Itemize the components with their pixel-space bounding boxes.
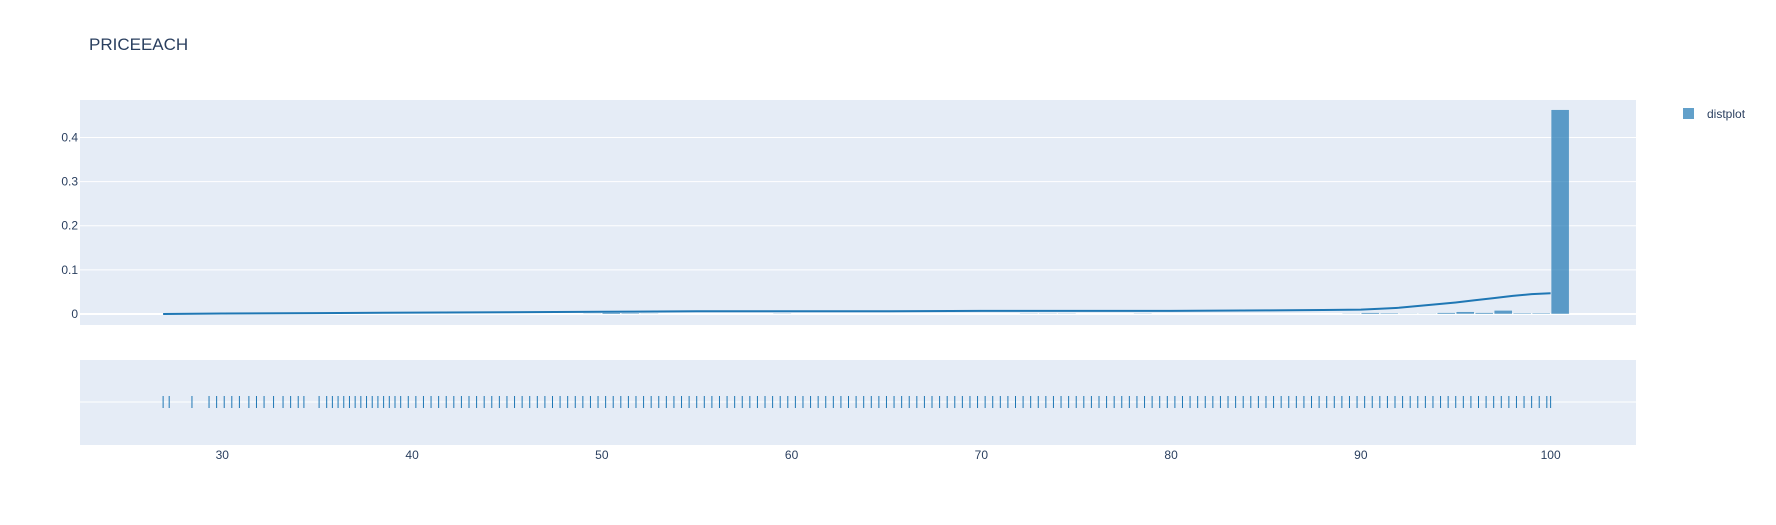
x-tick-label: 40 xyxy=(405,448,419,462)
histogram-bar xyxy=(1456,311,1475,315)
x-tick-label: 60 xyxy=(785,448,799,462)
x-axis-ticks: 30 40 50 60 70 80 90 100 xyxy=(216,448,1561,462)
histogram-bar xyxy=(1531,312,1551,315)
histogram-bar xyxy=(1513,312,1532,315)
histogram-bar xyxy=(1038,313,1057,315)
x-tick-label: 30 xyxy=(216,448,230,462)
histogram-bar xyxy=(1437,312,1456,315)
histogram-bar xyxy=(1019,313,1038,315)
main-plot-area xyxy=(80,100,1636,325)
histogram-bar xyxy=(1380,312,1399,315)
rug-marks xyxy=(162,396,1552,408)
histogram-bar xyxy=(1133,313,1152,315)
chart-title: PRICEEACH xyxy=(89,35,188,54)
kde-curve xyxy=(163,292,1551,315)
legend[interactable]: distplot xyxy=(1683,107,1746,121)
histogram-bar xyxy=(1057,313,1076,315)
histogram-bar xyxy=(640,313,659,315)
y-axis-ticks: 0 0.1 0.2 0.3 0.4 xyxy=(61,131,78,321)
legend-label[interactable]: distplot xyxy=(1707,107,1746,121)
histogram-bar xyxy=(1550,109,1570,315)
histogram-bar xyxy=(772,313,792,315)
histogram-bar xyxy=(1399,313,1418,315)
y-tick-label: 0.1 xyxy=(61,263,78,277)
y-tick-label: 0.4 xyxy=(61,131,78,145)
histogram-bar xyxy=(1494,310,1513,315)
histogram-bar xyxy=(583,313,602,315)
y-tick-label: 0.3 xyxy=(61,175,78,189)
histogram-bar xyxy=(1475,312,1494,315)
histogram-bar xyxy=(1361,312,1380,315)
x-tick-label: 80 xyxy=(1164,448,1178,462)
x-tick-label: 100 xyxy=(1541,448,1561,462)
histogram-bar xyxy=(1418,313,1437,315)
y-tick-label: 0.2 xyxy=(61,219,78,233)
y-tick-label: 0 xyxy=(71,307,78,321)
x-tick-label: 90 xyxy=(1354,448,1368,462)
histogram-bar xyxy=(1342,313,1361,315)
legend-swatch[interactable] xyxy=(1683,108,1694,119)
histogram-bars xyxy=(583,109,1570,315)
histogram-bar xyxy=(602,312,621,315)
x-tick-label: 50 xyxy=(595,448,609,462)
x-tick-label: 70 xyxy=(975,448,989,462)
histogram-bar xyxy=(621,312,640,315)
